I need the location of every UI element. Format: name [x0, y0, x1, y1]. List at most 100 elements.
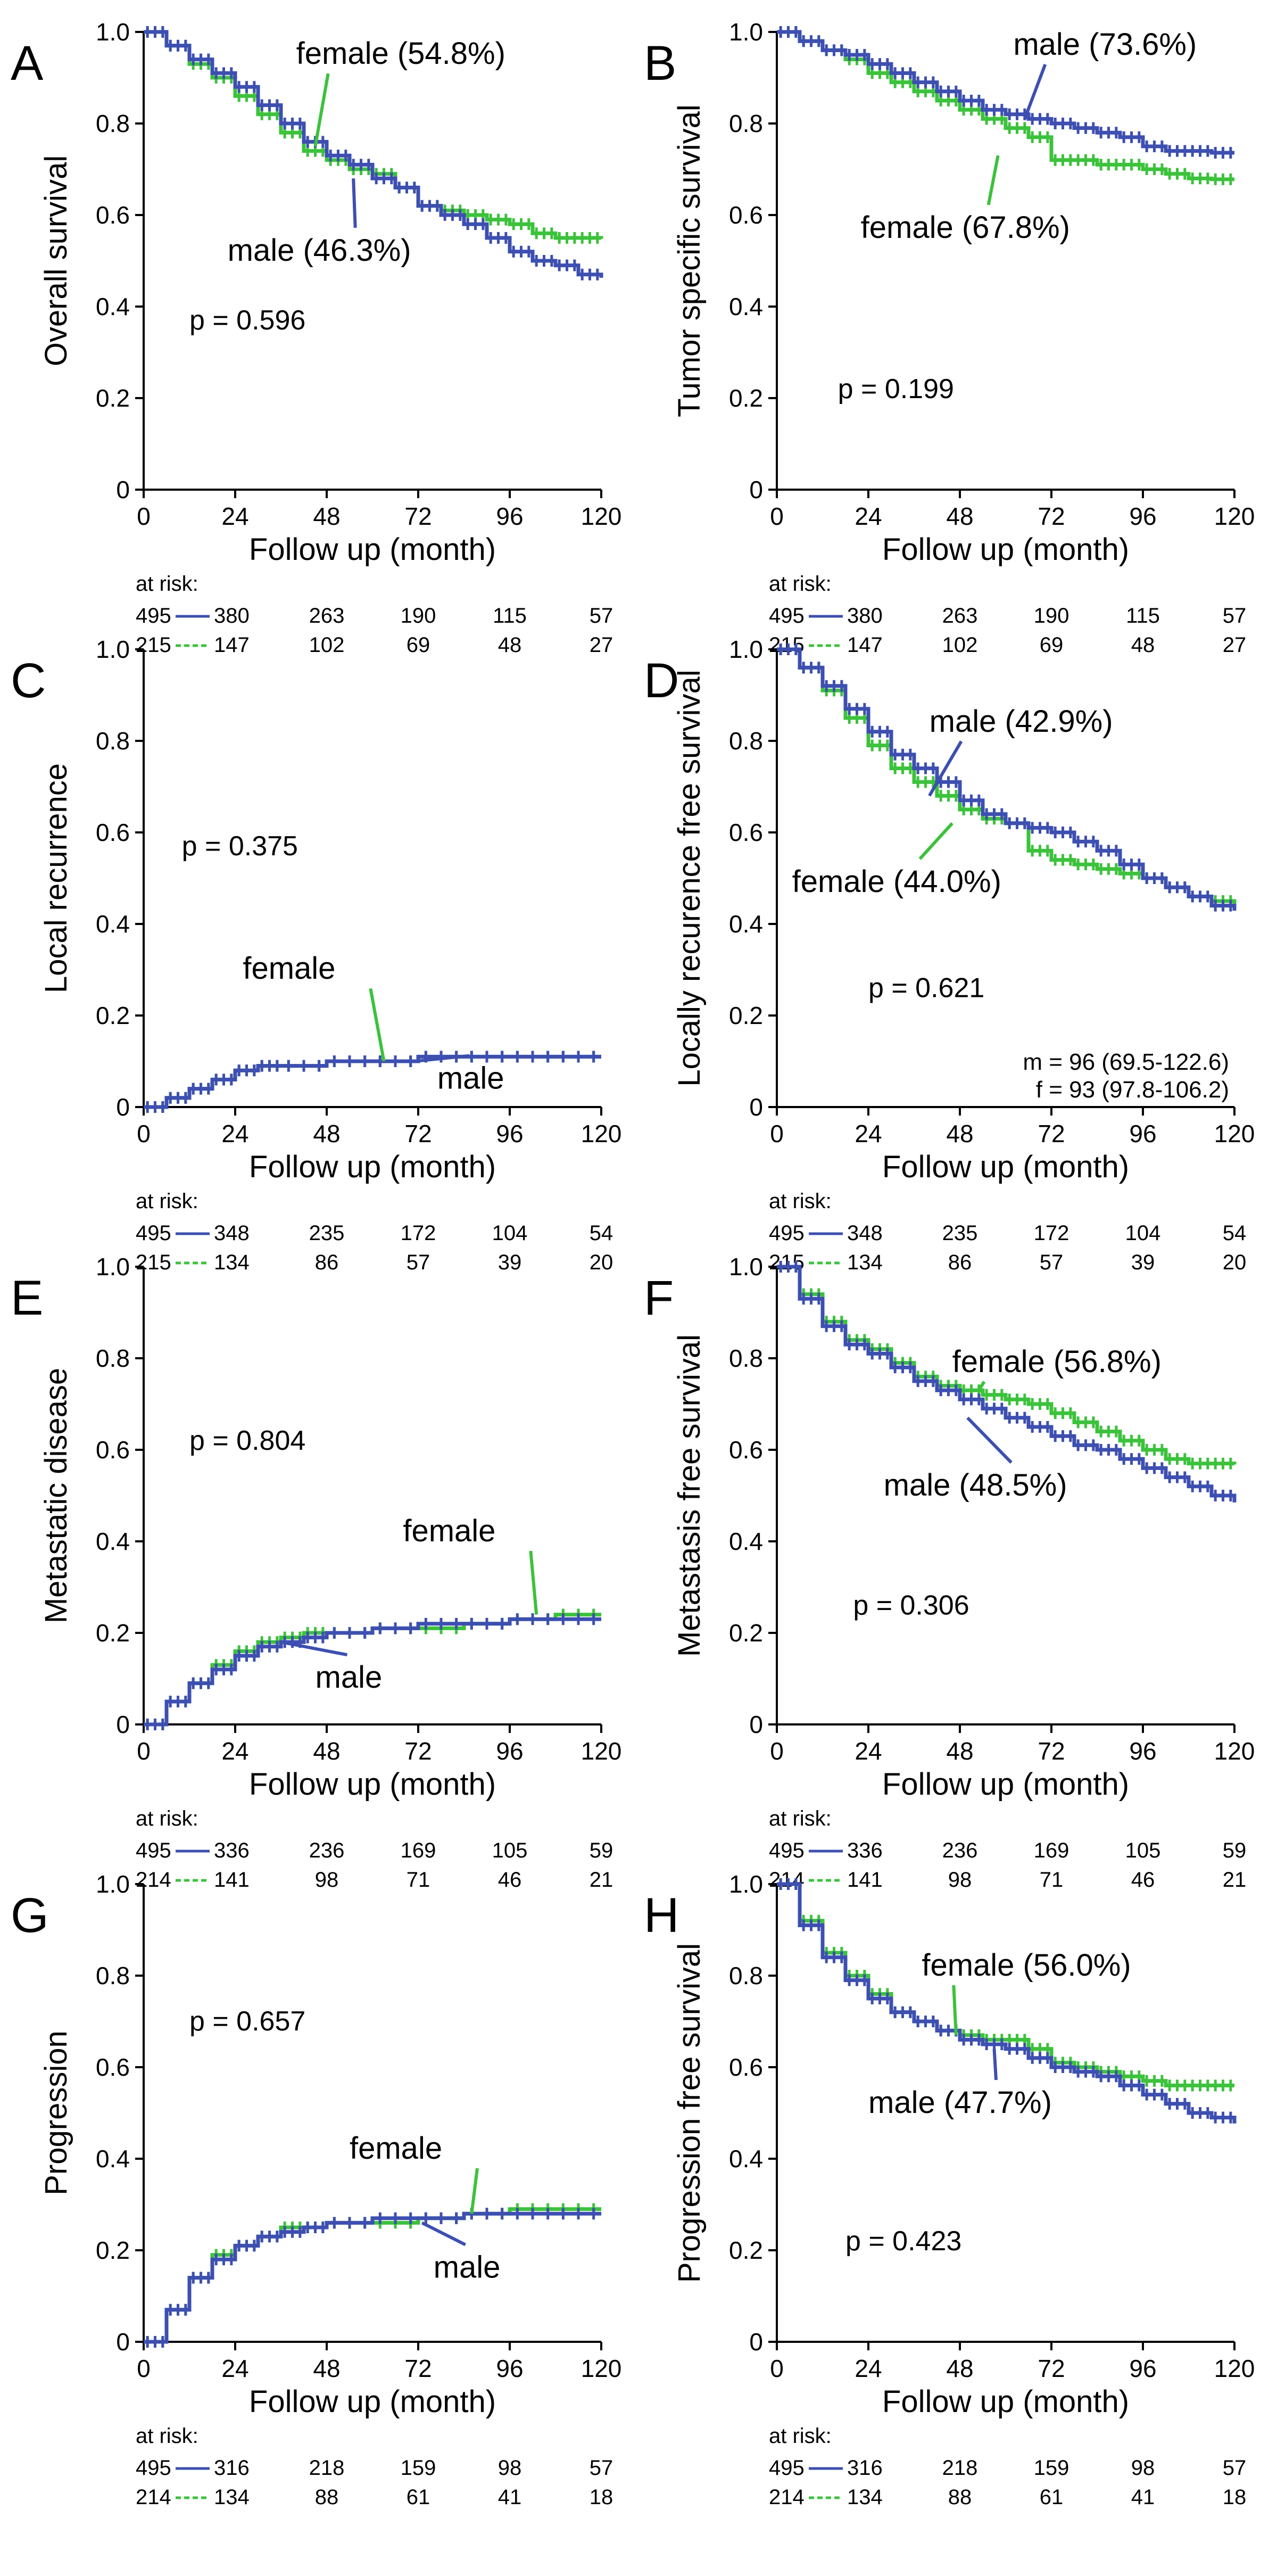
x-tick-label: 120	[581, 1737, 622, 1765]
panel-letter: B	[644, 36, 676, 90]
y-tick-label: 1.0	[729, 635, 763, 663]
leader-line-female	[470, 2168, 479, 2214]
at-risk-title: at risk:	[136, 2424, 198, 2448]
p-value: p = 0.596	[189, 305, 305, 336]
leader-line-female	[977, 1381, 986, 1391]
x-tick-label: 48	[313, 2355, 340, 2382]
y-tick-label: 0.6	[96, 201, 130, 229]
x-tick-label: 0	[770, 502, 784, 530]
x-tick-label: 0	[137, 1737, 151, 1765]
curve-label-female: female	[403, 1514, 495, 1548]
y-tick-label: 0.4	[729, 2145, 763, 2173]
at-risk-female-value: 134	[214, 2486, 250, 2509]
x-tick-label: 0	[770, 1737, 784, 1765]
leader-line-female	[529, 1550, 538, 1615]
at-risk-female-value: 21	[1223, 1868, 1247, 1892]
at-risk-male-value: 115	[1126, 604, 1160, 628]
at-risk-male-value: 495	[136, 2456, 171, 2480]
x-tick-label: 96	[496, 1737, 523, 1765]
x-tick-label: 120	[1214, 2355, 1255, 2382]
y-axis-title: Local recurrence	[39, 763, 73, 993]
x-tick-label: 96	[496, 2355, 523, 2382]
curve-female	[777, 1882, 1234, 2087]
y-tick-label: 0.2	[729, 384, 763, 412]
at-risk-female-value: 134	[214, 1251, 250, 1274]
at-risk-female-value: 141	[214, 1868, 250, 1892]
x-tick-label: 48	[946, 1737, 973, 1765]
at-risk-female-value: 61	[407, 2486, 430, 2509]
y-tick-label: 1.0	[96, 18, 130, 46]
at-risk-female-value: 41	[1131, 2486, 1155, 2509]
curve-male	[777, 647, 1237, 911]
y-tick-label: 0.8	[96, 110, 130, 137]
at-risk-male-value: 54	[590, 1221, 613, 1245]
at-risk-male-value: 98	[1131, 2456, 1155, 2480]
p-value: p = 0.804	[189, 1425, 305, 1456]
panel-a: A Overall survival 0 0.2 0.4 0.6 0.8 1.0 0 24 48 72…	[11, 18, 621, 657]
y-tick-label: 0.8	[729, 110, 763, 137]
at-risk-male-value: 495	[769, 1839, 805, 1862]
at-risk-title: at risk:	[136, 1190, 198, 1213]
x-axis-title: Follow up (month)	[249, 1150, 496, 1184]
x-tick-label: 0	[137, 2355, 151, 2382]
at-risk-male-value: 104	[492, 1221, 528, 1245]
y-tick-label: 0.6	[729, 819, 763, 846]
y-tick-label: 0.6	[729, 1436, 763, 1464]
curve-male	[144, 1054, 601, 1109]
p-value: p = 0.657	[189, 2006, 305, 2037]
at-risk-male-value: 172	[401, 1221, 436, 1245]
at-risk-male-value: 495	[136, 1839, 171, 1862]
x-axis-title: Follow up (month)	[249, 532, 496, 567]
x-tick-label: 48	[313, 1120, 340, 1147]
at-risk-title: at risk:	[136, 1807, 198, 1830]
median-note: f = 93 (97.8-106.2)	[1036, 1077, 1229, 1103]
at-risk-female-value: 46	[1131, 1868, 1155, 1892]
curve-label-female: female (44.0%)	[792, 864, 1001, 899]
p-value: p = 0.375	[182, 831, 298, 862]
at-risk-male-value: 495	[136, 1221, 171, 1245]
y-axis-title: Locally recurence free survival	[672, 670, 707, 1086]
x-tick-label: 0	[770, 2355, 784, 2382]
at-risk-title: at risk:	[136, 572, 198, 596]
x-tick-label: 0	[137, 1120, 151, 1147]
at-risk-female-value: 18	[590, 2486, 613, 2509]
y-tick-label: 0	[749, 1711, 763, 1738]
at-risk-female-value: 214	[136, 2486, 171, 2509]
leader-line-male	[414, 1054, 470, 1063]
at-risk-female-value: 141	[847, 1868, 883, 1892]
curve-label-female: female (67.8%)	[861, 210, 1070, 245]
x-tick-label: 72	[404, 2355, 432, 2382]
x-axis-title: Follow up (month)	[882, 1150, 1129, 1184]
y-tick-label: 1.0	[729, 1253, 763, 1281]
at-risk-male-value: 169	[401, 1839, 436, 1862]
curve-label-female: female (56.0%)	[922, 1948, 1131, 1983]
x-tick-label: 96	[496, 1120, 523, 1147]
leader-line-male	[280, 1640, 348, 1657]
panel-letter: H	[644, 1888, 679, 1943]
x-tick-label: 24	[221, 502, 248, 530]
at-risk-male-value: 316	[847, 2456, 883, 2480]
at-risk-female-value: 18	[1223, 2486, 1247, 2509]
x-axis-title: Follow up (month)	[882, 2384, 1129, 2419]
leader-line-male	[1023, 63, 1047, 120]
at-risk-female-value: 147	[847, 633, 883, 657]
at-risk-male-value: 495	[769, 1221, 805, 1245]
x-axis-title: Follow up (month)	[249, 2384, 496, 2419]
at-risk-male-value: 105	[492, 1839, 528, 1862]
at-risk-female-value: 69	[1040, 633, 1064, 657]
at-risk-male-value: 218	[309, 2456, 345, 2480]
curve-male	[144, 30, 603, 278]
x-tick-label: 0	[770, 1120, 784, 1147]
leader-line-male	[966, 1416, 1013, 1464]
y-tick-label: 0	[116, 476, 130, 503]
y-tick-label: 0	[749, 476, 763, 503]
y-tick-label: 0.6	[96, 2053, 130, 2081]
panel-f: F Metastasis free survival 0 0.2 0.4 0.6 0.8 1.…	[644, 1253, 1255, 1892]
at-risk-male-value: 316	[214, 2456, 250, 2480]
at-risk-male-value: 348	[847, 1221, 883, 1245]
x-tick-label: 72	[404, 1120, 432, 1147]
p-value: p = 0.199	[838, 374, 954, 404]
at-risk-female-value: 27	[1223, 633, 1247, 657]
at-risk-female-value: 48	[498, 633, 522, 657]
